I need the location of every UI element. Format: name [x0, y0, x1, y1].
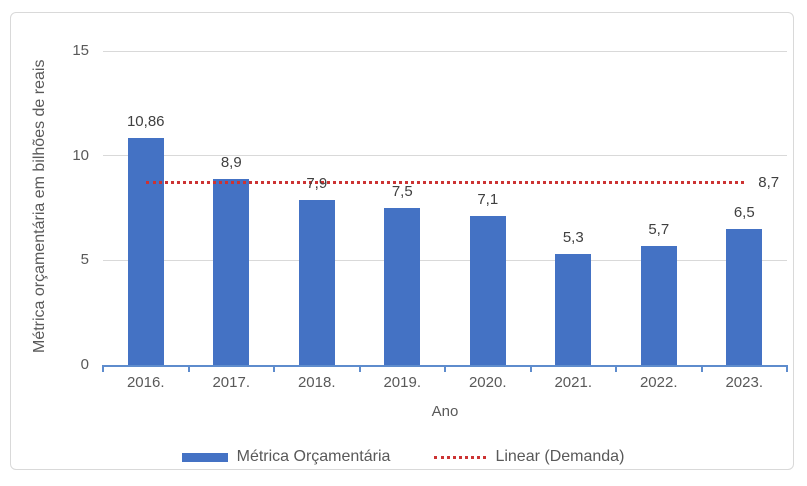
chart-border: Métrica orçamentária em bilhões de reais… [10, 12, 794, 470]
x-axis-tick [444, 365, 446, 372]
x-axis-title: Ano [431, 403, 459, 420]
y-tick-label: 5 [80, 251, 89, 269]
gridline [103, 155, 787, 157]
bar-value-label: 6,5 [733, 203, 755, 221]
x-tick-label: 2022. [639, 374, 678, 391]
bar [640, 245, 677, 365]
bar-series-swatch-icon [181, 452, 228, 462]
bar [127, 137, 164, 365]
bar [213, 178, 250, 365]
x-axis-tick [529, 365, 532, 372]
bar-value-label: 5,7 [648, 220, 670, 238]
y-axis-title: Métrica orçamentária em bilhões de reais [31, 59, 48, 353]
x-axis-tick [786, 365, 788, 372]
x-axis-tick [358, 365, 361, 372]
trendline-swatch-icon [434, 455, 487, 459]
bar [469, 216, 506, 365]
legend-label-bar-series: Métrica Orçamentária [236, 448, 391, 465]
y-tick-label: 15 [72, 42, 89, 59]
x-axis-tick [615, 365, 617, 372]
legend: Métrica Orçamentária Linear (Demanda) [11, 448, 795, 466]
bar-value-label: 8,9 [220, 153, 242, 171]
legend-item-bar-series: Métrica Orçamentária [181, 448, 391, 466]
x-tick-label: 2023. [725, 374, 764, 391]
trendline-value-label: 8,7 [758, 173, 780, 191]
x-axis-tick [187, 365, 190, 372]
bar [384, 208, 421, 365]
x-tick-label: 2018. [297, 374, 336, 391]
bar [298, 199, 335, 365]
x-axis-tick [700, 365, 703, 372]
legend-label-trendline: Linear (Demanda) [495, 448, 625, 465]
bar-value-label: 7,9 [306, 174, 328, 192]
x-tick-label: 2021. [554, 374, 593, 391]
legend-item-trendline: Linear (Demanda) [434, 448, 624, 466]
bar-value-label: 10,86 [126, 112, 165, 130]
x-axis-tick [273, 365, 275, 372]
x-tick-label: 2016. [126, 374, 165, 391]
gridline [103, 259, 787, 261]
y-tick-label: 10 [72, 146, 89, 164]
gridline [103, 50, 787, 52]
x-axis-tick [102, 365, 104, 372]
trendline [145, 181, 745, 185]
bar [726, 228, 763, 365]
plot-area: 0 5 10 15 10,86 8,9 7,9 7,5 7,1 5,3 5,7 6,5 2016. 201… [72, 42, 788, 391]
x-tick-label: 2017. [212, 374, 251, 391]
bar-value-label: 5,3 [562, 229, 584, 247]
bar-value-label: 7,1 [477, 191, 499, 209]
x-tick-label: 2019. [383, 374, 422, 391]
x-tick-label: 2020. [468, 374, 507, 391]
y-tick-label: 0 [80, 356, 89, 373]
bar [555, 254, 592, 365]
bar-value-label: 7,5 [391, 183, 413, 200]
